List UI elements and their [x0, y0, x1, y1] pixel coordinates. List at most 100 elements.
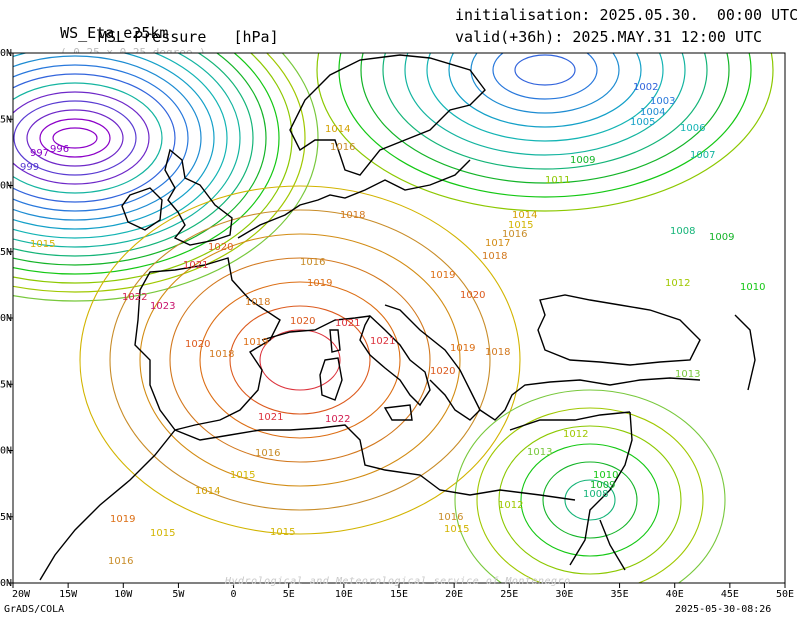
lon-tick-label: 10W [114, 589, 133, 600]
lon-tick-label: 0 [231, 589, 237, 600]
isobar-label: 1015 [150, 528, 175, 539]
isobar-label: 1015 [270, 527, 295, 538]
isobar-label: 1016 [108, 556, 133, 567]
lon-tick-label: 30E [555, 589, 573, 600]
axis-ticks: 20W 15W 10W 5W 0 5E 10E 15E 20E 25E 30E 35E 40E 45E 50… [0, 48, 794, 600]
isobar [13, 100, 137, 176]
lat-tick-label: 60N [0, 48, 12, 59]
isobar-label: 1009 [709, 232, 734, 243]
coast-balkans [384, 304, 481, 421]
lon-tick-label: 5W [172, 589, 185, 600]
coast-sardinia [319, 357, 343, 401]
isobar [520, 443, 660, 557]
isobar-label: 1019 [110, 514, 135, 525]
isobar [13, 55, 202, 221]
valid-time: valid(+36h): 2025.MAY.31 12:00 UTC [455, 28, 763, 46]
isobar-label: 1016 [300, 257, 325, 268]
isobar-label: 1023 [150, 301, 175, 312]
isobar [13, 53, 293, 284]
coastlines [39, 54, 756, 581]
isobar-label: 1002 [633, 82, 658, 93]
isobar-label: 1022 [325, 414, 350, 425]
isobar [39, 118, 111, 158]
lon-tick-label: 20E [445, 589, 463, 600]
isobar-label: 1016 [438, 512, 463, 523]
isobar-label: 1015 [230, 470, 255, 481]
isobar-label: 1013 [675, 369, 700, 380]
isobar [13, 53, 306, 293]
lon-tick-label: 15E [390, 589, 408, 600]
isobar-label: 996 [50, 144, 69, 155]
isobar [470, 53, 620, 114]
isobar [13, 53, 241, 248]
isobar-label: 1019 [307, 278, 332, 289]
isobar-label: 1009 [590, 480, 615, 491]
isobar [13, 91, 150, 185]
isobar-label: 1012 [665, 278, 690, 289]
software-credit: GrADS/COLA [4, 604, 65, 615]
isobar-label: 1016 [502, 229, 527, 240]
isobar-label: 1015 [444, 524, 469, 535]
coast-norway [289, 54, 486, 176]
isobar-label: 1017 [485, 238, 510, 249]
coast-levant [569, 411, 633, 566]
render-timestamp: 2025-05-30-08:26 [675, 604, 772, 615]
lat-tick-label: 50N [0, 181, 12, 192]
isobar [476, 407, 704, 583]
isobar-label: 1014 [325, 124, 350, 135]
isobar [52, 127, 98, 149]
lat-tick-label: 40N [0, 313, 12, 324]
isobar-label: 1003 [650, 96, 675, 107]
isobar [404, 53, 686, 156]
lon-tick-label: 10E [335, 589, 353, 600]
map-background [13, 53, 785, 583]
coast-iberia [134, 257, 281, 431]
isobar-label: 1010 [593, 470, 618, 481]
isobar-label: 1020 [430, 366, 455, 377]
isobar-label: 1018 [485, 347, 510, 358]
lon-tick-label: 40E [666, 589, 684, 600]
isobar [514, 54, 576, 86]
isobar [564, 479, 616, 521]
isobar-label: 1020 [185, 339, 210, 350]
isobar-label: 1005 [630, 117, 655, 128]
isobar [13, 53, 319, 302]
coast-ireland [121, 187, 163, 231]
isobar [139, 233, 461, 487]
lon-tick-label: 35E [611, 589, 629, 600]
isobar-label: 1014 [512, 210, 537, 221]
isobar [169, 257, 431, 463]
coast-red-sea [599, 519, 626, 571]
lat-tick-label: 20N [0, 578, 12, 589]
lat-tick-label: 45N [0, 247, 12, 258]
isobar-label: 1022 [122, 292, 147, 303]
isobar [498, 425, 682, 575]
isobars [13, 53, 774, 583]
coast-caspian [734, 314, 756, 391]
lon-tick-label: 25E [500, 589, 518, 600]
isobar [13, 53, 254, 257]
isobar [426, 53, 664, 142]
isobar [13, 73, 176, 203]
isobar-label: 1021 [258, 412, 283, 423]
isobar-label: 1018 [245, 297, 270, 308]
isobar-label: 1012 [498, 500, 523, 511]
isobar [454, 389, 726, 583]
model-name: WS_Eta_e25km [60, 24, 169, 42]
isobar-label: 1009 [570, 155, 595, 166]
watermark: Hydrological and Meteorological service … [225, 576, 571, 587]
coast-aegean [479, 377, 701, 421]
lat-tick-label: 30N [0, 446, 12, 457]
isobar [382, 53, 708, 170]
isobar-label: 1021 [335, 318, 360, 329]
coast-black-sea [537, 294, 701, 366]
isobar-label: 1021 [370, 336, 395, 347]
isobar-label: 1006 [680, 123, 705, 134]
isobar-label: 1021 [183, 260, 208, 271]
isobar-label: 1019 [450, 343, 475, 354]
isobar-label: 1018 [340, 210, 365, 221]
isobar [13, 53, 267, 266]
coast-north-africa [174, 424, 576, 501]
isobar-label: 1011 [545, 175, 570, 186]
coast-morocco [39, 429, 176, 581]
